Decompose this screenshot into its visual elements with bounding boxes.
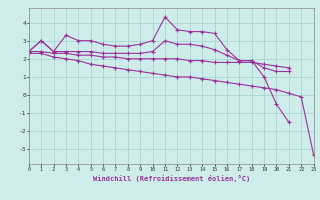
X-axis label: Windchill (Refroidissement éolien,°C): Windchill (Refroidissement éolien,°C) [92,175,250,182]
